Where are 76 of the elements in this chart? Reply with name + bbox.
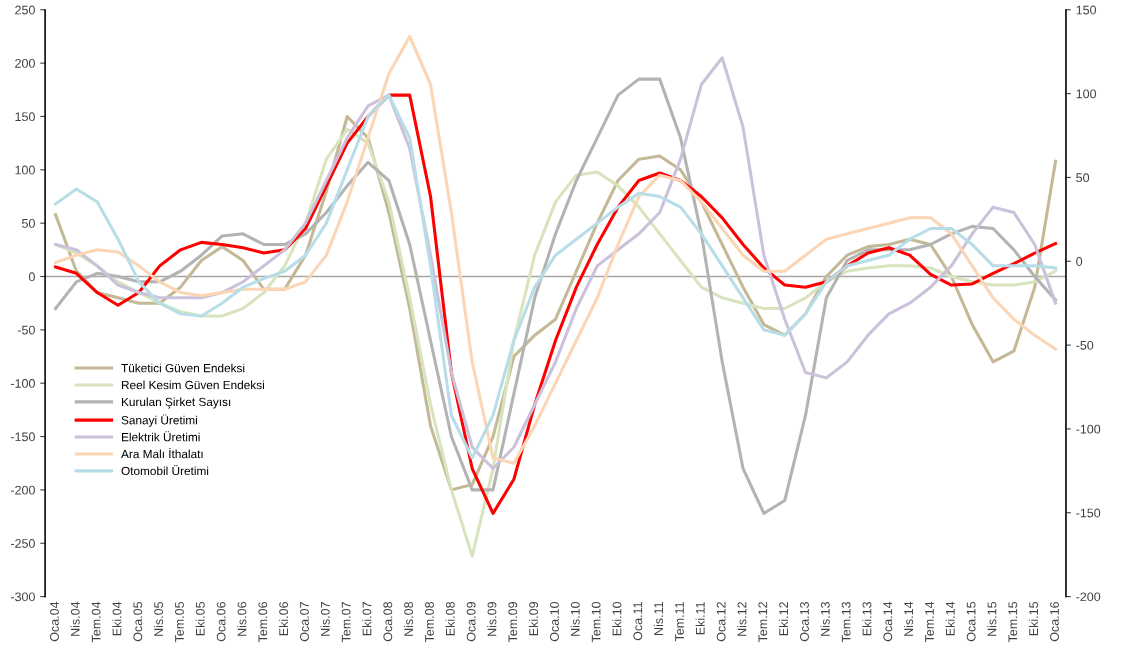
x-tick-label: Eki.06 <box>278 601 289 636</box>
x-tick-label: Eki.08 <box>445 601 455 636</box>
x-tick-label: Tem.12 <box>758 602 768 643</box>
legend-label: Kurulan Şirket Sayısı <box>121 397 231 409</box>
y-tick-label: 50 <box>22 218 35 228</box>
x-tick-label: Nis.07 <box>320 602 330 636</box>
x-tick-label: Oca.12 <box>716 602 726 642</box>
y-tick-label: -250 <box>10 539 35 548</box>
x-tick-label: Nis.13 <box>820 601 830 636</box>
y-tick-label: 150 <box>15 112 35 122</box>
y2-tick-label: -200 <box>1076 592 1101 602</box>
y-tick-label: 0 <box>28 272 35 282</box>
y-tick-label: 250 <box>15 5 35 15</box>
x-tick-label: Tem.05 <box>175 601 184 643</box>
y-tick-label: -50 <box>17 325 35 335</box>
x-tick-label: Tem.06 <box>258 601 268 643</box>
x-tick-label: Oca.16 <box>1050 601 1059 642</box>
x-tick-label: Oca.06 <box>216 601 226 642</box>
x-tick-label: Nis.15 <box>987 601 997 636</box>
x-tick-label: Oca.13 <box>800 601 809 642</box>
legend-label: Tüketici Güven Endeksi <box>121 363 245 373</box>
x-tick-label: Eki.14 <box>945 601 955 636</box>
x-tick-label: Tem.11 <box>675 602 684 642</box>
x-tick-label: Nis.06 <box>237 601 247 636</box>
x-tick-label: Tem.15 <box>1008 601 1018 643</box>
y2-tick-label: -150 <box>1076 508 1101 518</box>
x-tick-label: Nis.14 <box>903 601 914 636</box>
y-tick-label: -300 <box>10 592 35 602</box>
y-tick-label: 200 <box>15 58 35 68</box>
x-tick-label: Eki.10 <box>612 601 622 636</box>
legend-label: Otomobil Üretimi <box>121 465 209 476</box>
legend-label: Reel Kesim Güven Endeksi <box>121 380 264 390</box>
x-tick-label: Eki.15 <box>1028 601 1039 636</box>
x-tick-label: Tem.04 <box>91 601 101 643</box>
x-tick-label: Oca.10 <box>550 601 559 642</box>
y-tick-label: -150 <box>10 432 35 442</box>
y2-tick-label: -50 <box>1076 340 1094 350</box>
x-tick-label: Tem.10 <box>591 601 601 643</box>
x-tick-label: Nis.08 <box>403 601 414 636</box>
y-tick-label: 100 <box>15 165 35 175</box>
x-tick-label: Eki.07 <box>362 602 372 636</box>
x-tick-label: Eki.13 <box>862 601 872 636</box>
x-tick-label: Nis.10 <box>570 601 580 636</box>
x-tick-label: Eki.05 <box>195 601 205 636</box>
x-tick-label: Tem.13 <box>841 601 851 643</box>
x-tick-label: Tem.08 <box>425 601 434 643</box>
y-tick-label: -200 <box>10 485 35 495</box>
y2-tick-label: -100 <box>1076 424 1101 434</box>
x-tick-label: Nis.09 <box>487 602 497 636</box>
legend-label: Elektrik Üretimi <box>121 431 200 442</box>
x-tick-label: Oca.08 <box>383 601 393 642</box>
x-tick-label: Eki.09 <box>528 602 539 636</box>
x-tick-label: Tem.09 <box>508 602 518 643</box>
legend-label: Ara Malı İthalatı <box>121 447 203 459</box>
y2-tick-label: 150 <box>1076 5 1097 15</box>
x-tick-label: Oca.09 <box>466 602 476 642</box>
y2-tick-label: 0 <box>1076 257 1083 266</box>
y2-tick-label: 50 <box>1076 173 1090 183</box>
x-tick-label: Tem.07 <box>341 602 351 643</box>
x-tick-label: Oca.11 <box>633 602 643 641</box>
x-tick-label: Oca.07 <box>300 602 309 642</box>
y-tick-label: -100 <box>10 379 35 388</box>
x-tick-label: Eki.04 <box>112 601 122 636</box>
x-tick-label: Nis.04 <box>70 601 80 636</box>
x-tick-label: Nis.05 <box>153 601 164 636</box>
x-tick-label: Oca.04 <box>50 601 59 642</box>
x-tick-label: Eki.12 <box>778 602 788 636</box>
legend-label: Sanayi Üretimi <box>121 414 197 427</box>
x-tick-label: Nis.11 <box>653 602 664 635</box>
x-tick-label: Oca.14 <box>883 601 893 642</box>
y2-tick-label: 100 <box>1076 89 1097 99</box>
x-tick-label: Oca.05 <box>133 601 143 642</box>
x-tick-label: Tem.14 <box>925 601 934 643</box>
x-tick-label: Nis.12 <box>737 602 747 636</box>
x-tick-label: Eki.11 <box>695 602 705 635</box>
x-tick-label: Oca.15 <box>966 601 976 642</box>
